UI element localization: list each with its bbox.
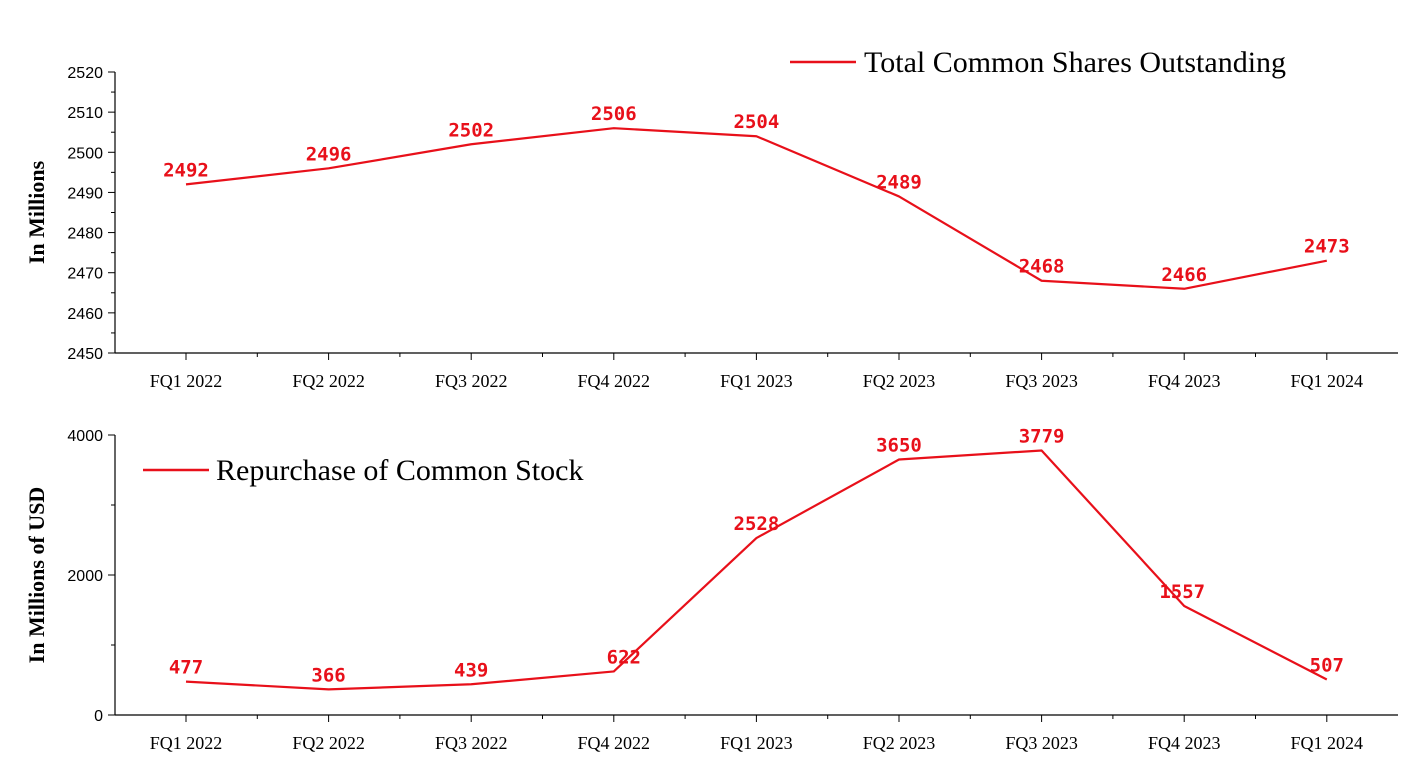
data-label: 2473 (1304, 236, 1350, 258)
x-tick-label: FQ2 2022 (292, 733, 365, 753)
legend-label: Repurchase of Common Stock (216, 454, 583, 487)
y-axis-label: In Millions (24, 160, 49, 264)
series-line (185, 127, 1328, 290)
x-tick-label: FQ4 2023 (1148, 733, 1221, 753)
y-axis-label: In Millions of USD (24, 487, 49, 664)
legend-label: Total Common Shares Outstanding (864, 46, 1286, 79)
x-tick-label: FQ4 2022 (578, 733, 651, 753)
data-label: 2496 (306, 143, 352, 165)
data-label: 2502 (448, 119, 494, 141)
data-label: 3650 (876, 435, 922, 457)
data-label: 622 (607, 646, 641, 668)
data-label: 2528 (734, 513, 780, 535)
data-label: 2468 (1019, 256, 1065, 278)
x-tick-label: FQ2 2022 (292, 371, 365, 391)
y-tick-label: 2480 (67, 226, 103, 243)
x-tick-label: FQ1 2023 (720, 371, 793, 391)
y-tick-label: 2460 (67, 306, 103, 323)
y-tick-label: 2520 (67, 65, 103, 82)
data-label: 366 (311, 664, 345, 686)
repurchase-panel: 0 2000 4000 FQ1 2022 FQ2 2022 FQ3 2022 FQ4 202… (24, 425, 1398, 753)
data-label: 2504 (734, 111, 780, 133)
x-tick-label: FQ4 2023 (1148, 371, 1221, 391)
y-tick-label: 2510 (67, 105, 103, 122)
x-tick-label: FQ3 2022 (435, 371, 508, 391)
shares-outstanding-panel: 2450 2460 2470 2480 2490 2500 2510 2520 FQ1 2022… (24, 46, 1398, 391)
data-label: 2489 (876, 171, 922, 193)
x-tick-label: FQ1 2024 (1291, 371, 1364, 391)
data-label: 477 (169, 657, 203, 679)
data-label: 2506 (591, 103, 637, 125)
data-label: 3779 (1019, 425, 1065, 447)
x-tick-label: FQ1 2022 (150, 371, 223, 391)
x-tick-label: FQ2 2023 (863, 733, 936, 753)
y-tick-label: 2450 (67, 346, 103, 363)
x-tick-label: FQ4 2022 (578, 371, 651, 391)
x-tick-label: FQ3 2022 (435, 733, 508, 753)
data-label: 439 (454, 659, 488, 681)
y-tick-label: 2500 (67, 145, 103, 162)
y-tick-label: 0 (94, 708, 103, 725)
y-tick-label: 2470 (67, 266, 103, 283)
series-line (185, 449, 1328, 691)
x-tick-label: FQ1 2024 (1291, 733, 1364, 753)
data-label: 507 (1310, 655, 1344, 677)
x-tick-label: FQ1 2023 (720, 733, 793, 753)
x-tick-label: FQ3 2023 (1005, 733, 1078, 753)
y-tick-label: 4000 (67, 428, 103, 445)
x-tick-label: FQ2 2023 (863, 371, 936, 391)
y-tick-label: 2000 (67, 568, 103, 585)
x-tick-label: FQ1 2022 (150, 733, 223, 753)
x-tick-label: FQ3 2023 (1005, 371, 1078, 391)
data-label: 2466 (1161, 264, 1207, 286)
data-label: 1557 (1159, 581, 1205, 603)
y-tick-label: 2490 (67, 185, 103, 202)
data-label: 2492 (163, 159, 209, 181)
